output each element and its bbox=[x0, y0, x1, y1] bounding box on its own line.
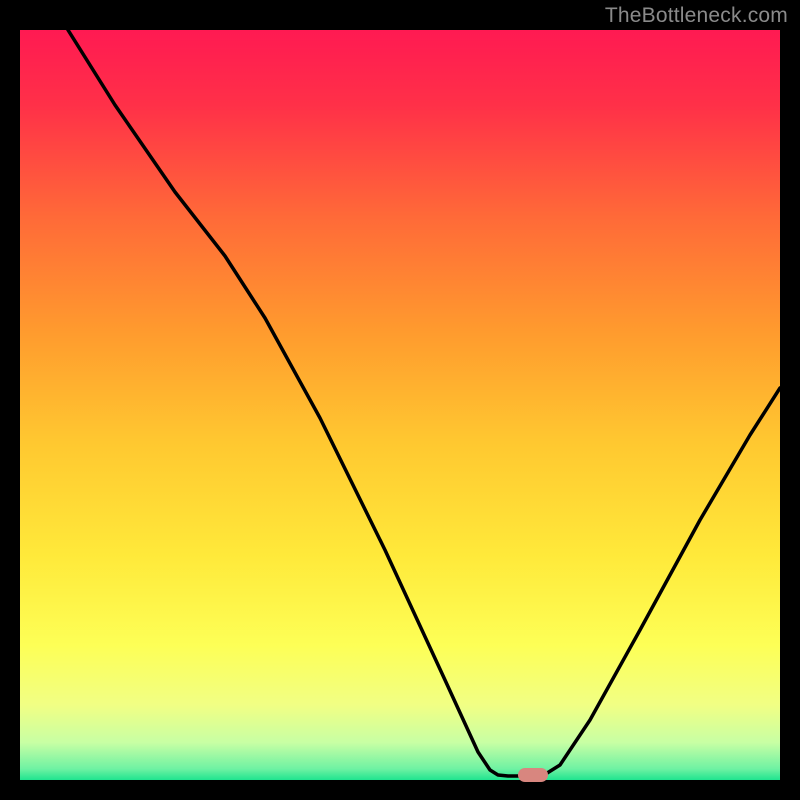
bottleneck-curve bbox=[20, 30, 780, 780]
optimum-marker bbox=[518, 768, 548, 782]
chart-frame: TheBottleneck.com bbox=[0, 0, 800, 800]
watermark-text: TheBottleneck.com bbox=[605, 4, 788, 28]
plot-area bbox=[20, 30, 780, 780]
